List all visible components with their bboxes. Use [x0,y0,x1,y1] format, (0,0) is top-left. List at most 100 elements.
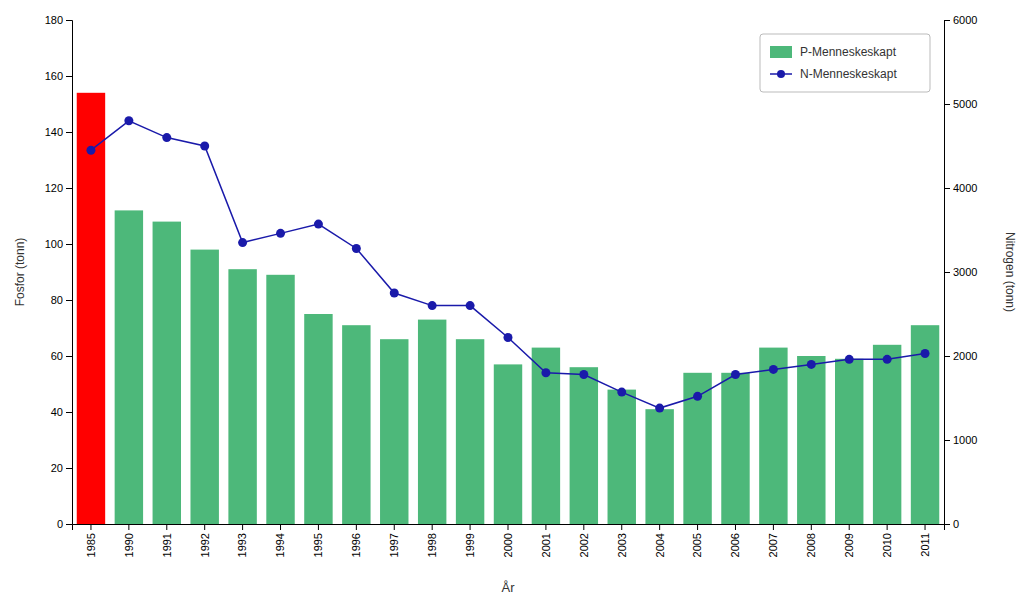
marker [276,229,285,238]
tick-label: 100 [45,238,63,250]
tick: 1993 [236,524,248,557]
axis-line [66,21,73,525]
tick-mark [356,524,357,530]
tick: 1985 [85,524,97,557]
tick-mark [470,524,471,530]
tick-label: 60 [51,350,63,362]
tick-label: 40 [51,406,63,418]
tick-label: 1999 [464,533,476,557]
legend-item: N-Menneskeskapt [770,67,897,81]
tick-label: 2003 [616,533,628,557]
y-axis: 020406080100120140160180 [45,14,73,530]
bar [418,320,446,524]
tick-mark [659,524,660,530]
marker [238,238,247,247]
tick-label: 5000 [953,98,977,110]
tick: 2003 [616,524,628,557]
bar [759,348,787,524]
tick-mark [944,272,950,273]
tick-mark [90,524,91,530]
bar-series [77,93,940,524]
line-series [86,116,929,412]
y-axis-title: Fosfor (tonn) [13,238,27,307]
tick: 20 [51,462,72,474]
tick: 2000 [944,350,977,362]
tick: 0 [944,518,959,530]
tick-label: 2005 [691,533,703,557]
tick-mark [508,524,509,530]
bar [77,93,105,524]
tick-mark [944,188,950,189]
tick-mark [944,356,950,357]
tick-mark [944,20,950,21]
tick: 1995 [312,524,324,557]
tick: 40 [51,406,72,418]
marker [162,133,171,142]
tick-mark [128,524,129,530]
tick: 160 [45,70,72,82]
marker [124,116,133,125]
bar [190,250,218,524]
y2-axis-title: Nitrogen (tonn) [1003,232,1017,312]
tick-mark [66,356,72,357]
legend-label: N-Menneskeskapt [800,67,897,81]
axis-line [73,525,945,531]
bar [228,269,256,524]
bar [570,367,598,524]
tick: 2008 [805,524,817,557]
legend: P-MenneskeskaptN-Menneskeskapt [760,34,930,92]
bar [380,339,408,524]
bar [608,390,636,524]
tick-label: 2001 [540,533,552,557]
bar [835,359,863,524]
line [91,121,925,408]
x-axis: 1985199019911992199319941995199619971998… [73,524,945,557]
tick-label: 6000 [953,14,977,26]
marker [921,349,930,358]
marker [731,370,740,379]
tick-mark [66,76,72,77]
tick-mark [66,132,72,133]
tick-label: 1991 [161,533,173,557]
tick-label: 1993 [236,533,248,557]
tick-label: 2000 [953,350,977,362]
tick: 2004 [654,524,666,557]
bar [873,345,901,524]
marker [504,333,513,342]
marker [617,388,626,397]
tick: 2000 [502,524,514,557]
tick-label: 120 [45,182,63,194]
marker [466,301,475,310]
tick: 180 [45,14,72,26]
tick-label: 1997 [388,533,400,557]
tick: 1992 [199,524,211,557]
bar [115,210,143,524]
tick-mark [944,104,950,105]
tick: 2002 [578,524,590,557]
tick-label: 80 [51,294,63,306]
tick-label: 2011 [919,533,931,557]
tick-mark [773,524,774,530]
tick-mark [242,524,243,530]
tick: 1000 [944,434,977,446]
tick-label: 2004 [654,533,666,557]
tick-mark [621,524,622,530]
tick-label: 0 [953,518,959,530]
bar [494,364,522,524]
tick: 2005 [691,524,703,557]
tick: 1990 [123,524,135,557]
tick-label: 2002 [578,533,590,557]
tick: 5000 [944,98,977,110]
tick-label: 1985 [85,533,97,557]
marker [883,355,892,364]
tick: 2001 [540,524,552,557]
tick-label: 1995 [312,533,324,557]
tick: 80 [51,294,72,306]
tick-mark [66,412,72,413]
tick-label: 180 [45,14,63,26]
tick: 1997 [388,524,400,557]
tick-mark [66,300,72,301]
marker [579,370,588,379]
tick-mark [66,20,72,21]
tick: 4000 [944,182,977,194]
